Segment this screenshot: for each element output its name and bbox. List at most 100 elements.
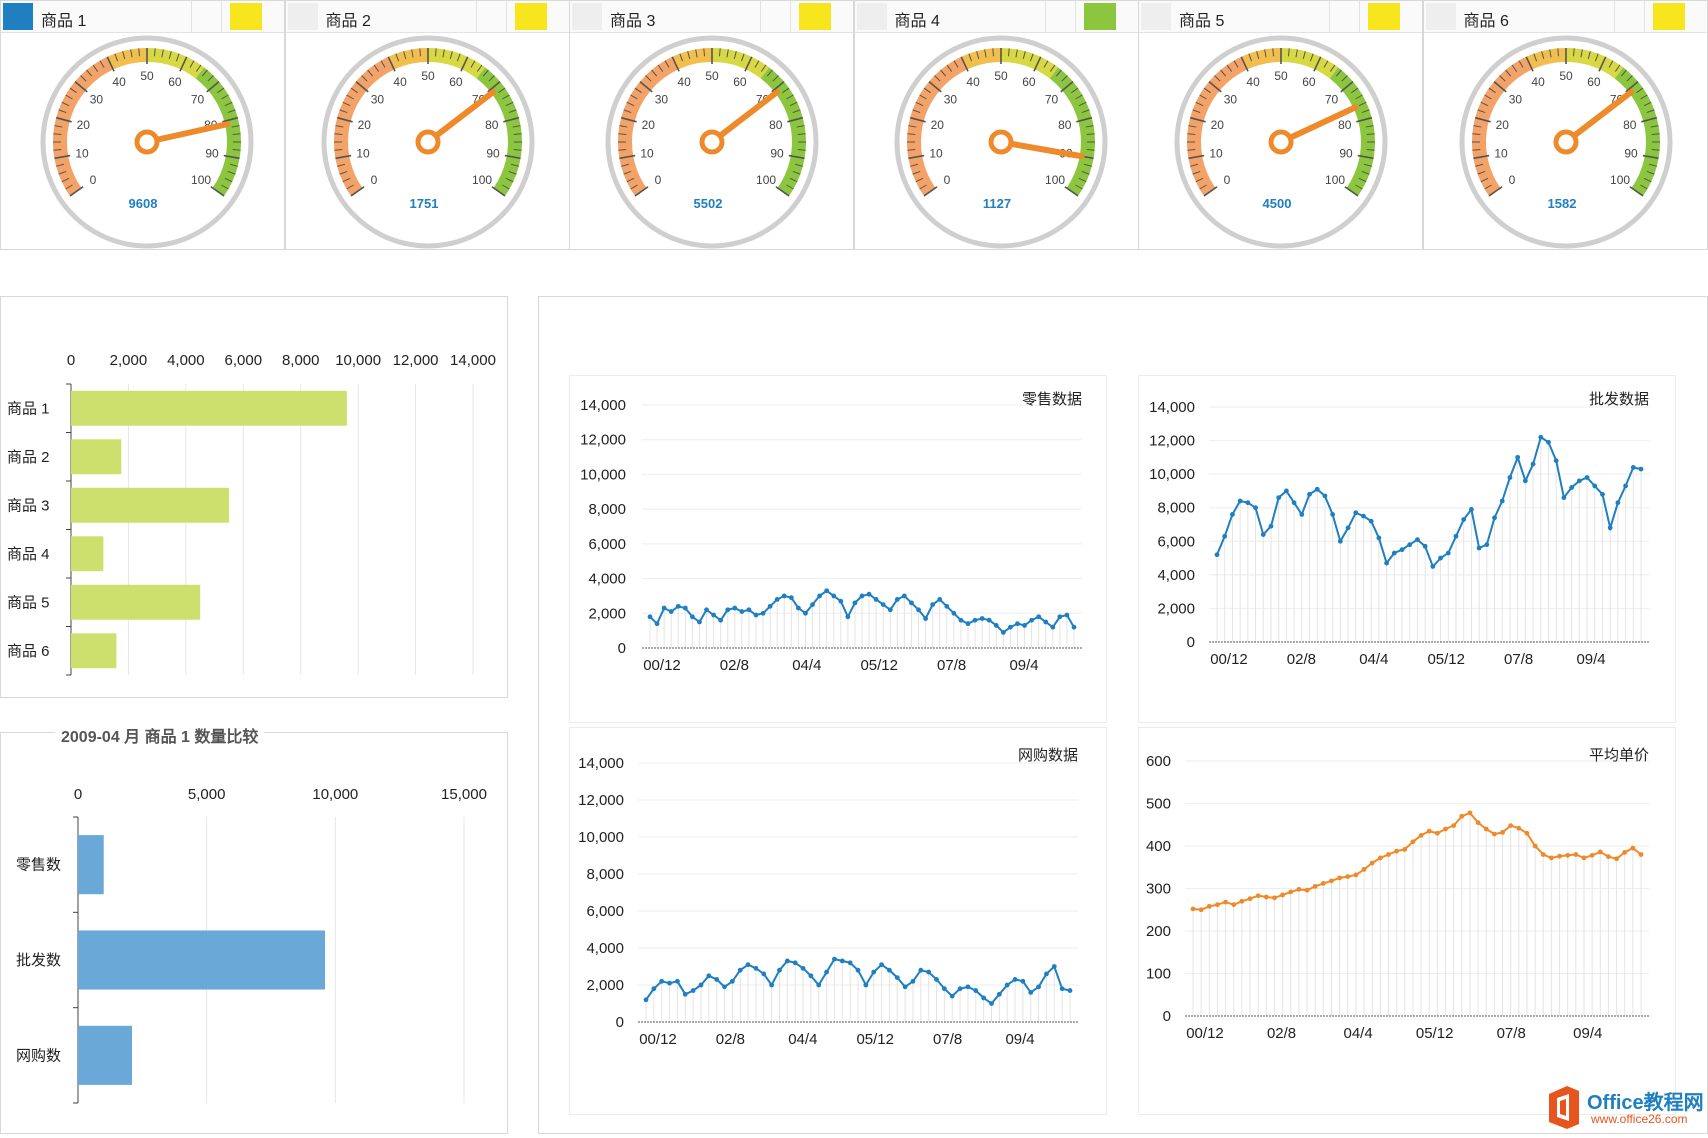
data-point: [1499, 498, 1505, 504]
gauge-tick: [1474, 163, 1483, 167]
data-point: [1461, 517, 1467, 522]
chart-title: 零售数据: [1022, 391, 1082, 408]
gauge-tick: [470, 60, 475, 68]
data-point: [1064, 612, 1070, 618]
gauge-tick: [1480, 101, 1488, 107]
gauge-tick: [1007, 48, 1010, 57]
data-point: [753, 965, 759, 971]
gauge-tick: [1483, 184, 1492, 190]
data-point: [816, 982, 822, 988]
gauge-tick-label: 0: [1508, 173, 1515, 187]
gauge-tick: [766, 69, 773, 77]
data-point: [1008, 624, 1013, 630]
gauge-tick-label: 90: [1624, 146, 1638, 160]
x-tick-label: 04/4: [1344, 1025, 1373, 1042]
gauge-readout: 4500: [1263, 196, 1292, 211]
gauge-tick-label: 0: [943, 173, 950, 187]
x-tick-label: 05/12: [1427, 651, 1465, 668]
data-point: [1050, 624, 1056, 630]
data-point: [697, 619, 702, 625]
data-point: [824, 969, 829, 975]
gauge-tick: [1488, 186, 1503, 197]
gauge-tick: [490, 186, 505, 197]
data-point: [1051, 964, 1057, 969]
gauge-color-swatch: [1141, 3, 1171, 30]
x-tick-label: 04/4: [1359, 651, 1388, 668]
x-tick-label: 02/8: [716, 1031, 745, 1048]
header-cell: [790, 1, 791, 32]
gauge-tick: [224, 177, 233, 183]
gauge-tick: [619, 125, 628, 128]
gauge-tick-label: 80: [769, 118, 783, 132]
gauge-tick-label: 70: [1325, 93, 1339, 107]
gauge-tick: [772, 75, 779, 82]
gauge-band-mid-low: [1241, 48, 1281, 70]
data-point: [1337, 875, 1343, 881]
gauge-tick-label: 30: [90, 93, 104, 107]
gauge-card: 商品 101020304050607080901009608: [0, 0, 285, 250]
gauge-readout: 1582: [1547, 196, 1576, 211]
gauge-tick: [345, 94, 354, 100]
gauge-tick: [679, 53, 684, 62]
retail-line-panel: 0 2,000 4,000 6,000 8,000 10,000 12,000 14,000 0…: [569, 375, 1107, 723]
gauge-tick: [923, 186, 938, 197]
data-point: [1330, 512, 1336, 517]
gauge-tick-label: 30: [943, 93, 957, 107]
y-tick-label: 8,000: [1157, 500, 1195, 517]
gauge-tick: [927, 80, 942, 93]
gauge-tick: [1361, 170, 1370, 175]
data-point: [1345, 874, 1351, 879]
gauge-tick: [354, 80, 369, 93]
gauge-tick: [231, 125, 240, 128]
gauge-tick: [80, 75, 87, 82]
data-point: [682, 605, 688, 611]
gauge-tick: [402, 51, 406, 60]
gauge-tick: [1532, 53, 1537, 62]
gauge-tick: [1355, 94, 1363, 100]
data-point: [824, 588, 830, 594]
gauge-tick: [1256, 51, 1260, 60]
data-point: [1399, 547, 1405, 553]
y-tick-label: 10,000: [580, 466, 626, 483]
gauge-status-flag: [514, 3, 547, 30]
gauge-tick: [1049, 64, 1055, 72]
gauge-tick: [217, 87, 225, 94]
data-point: [1515, 454, 1521, 460]
data-point: [1353, 872, 1359, 878]
gauge-readout: 5502: [694, 196, 723, 211]
gauge-tick-label: 70: [191, 93, 205, 107]
category-label: 商品 3: [7, 497, 50, 514]
data-point: [1484, 542, 1490, 548]
data-point: [855, 967, 861, 973]
gauge-tick: [782, 87, 790, 94]
data-point: [737, 967, 743, 973]
gauge-tick: [1272, 48, 1275, 57]
gauge-tick: [618, 148, 627, 151]
gauge-tick: [1648, 163, 1657, 167]
data-point: [1592, 483, 1598, 489]
gauge-band-low: [333, 56, 394, 196]
gauge-tick-label: 30: [1224, 93, 1238, 107]
gauge-tick: [933, 75, 941, 82]
data-point: [1215, 902, 1220, 908]
gauge-tick: [153, 48, 156, 57]
data-point: [1329, 878, 1334, 884]
gauge-tick-label: 90: [205, 146, 219, 160]
gauge-tick: [510, 163, 519, 167]
x-tick-label: 12,000: [393, 352, 439, 369]
gauge-tick: [1492, 80, 1507, 93]
gauge-tick: [65, 184, 73, 190]
y-tick-label: 4,000: [1157, 567, 1195, 584]
data-point: [1237, 498, 1243, 504]
gauge-tick: [1189, 116, 1206, 123]
data-point: [817, 593, 822, 599]
data-point: [1299, 512, 1305, 517]
gauge-tick: [1650, 125, 1659, 128]
data-point: [1569, 485, 1575, 490]
gauge-tick: [1358, 101, 1367, 107]
gauge-tick: [918, 94, 927, 100]
gauge-tick: [1029, 53, 1034, 62]
gauge-tick: [130, 49, 133, 58]
header-cell: [1074, 1, 1076, 32]
gauge-tick: [56, 163, 65, 167]
